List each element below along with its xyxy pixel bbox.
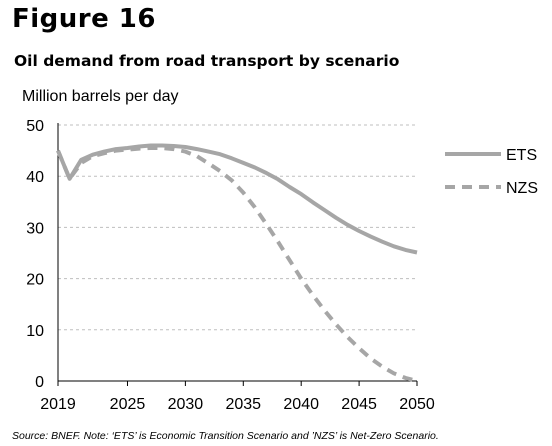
- x-tick-label: 2019: [40, 396, 76, 413]
- legend-label-nzs: NZS: [506, 180, 538, 197]
- y-tick-label: 40: [26, 169, 44, 186]
- series-line-nzs: [56, 146, 418, 383]
- x-tick-label: 2040: [283, 396, 319, 413]
- y-tick-label: 10: [26, 323, 44, 340]
- y-tick-label: 30: [26, 220, 44, 237]
- y-axis-ticks: 0 10 20 30 40 50: [26, 118, 44, 391]
- x-tick-label: 2045: [341, 396, 377, 413]
- legend: ETS NZS: [445, 147, 538, 197]
- x-axis-ticks: 2019 2025 2030 2035 2040 2045 2050: [40, 381, 435, 413]
- y-axis-unit-label: Million barrels per day: [22, 88, 179, 105]
- chart-title: Oil demand from road transport by scenar…: [14, 52, 400, 70]
- y-tick-label: 0: [35, 374, 44, 391]
- x-tick-label: 2025: [110, 396, 146, 413]
- series-lines: [56, 143, 418, 383]
- x-tick-label: 2030: [168, 396, 204, 413]
- legend-label-ets: ETS: [506, 147, 537, 164]
- y-tick-label: 20: [26, 272, 44, 289]
- x-tick-label: 2035: [225, 396, 261, 413]
- axes: [57, 123, 417, 382]
- series-line-ets: [56, 143, 418, 255]
- source-note: Source: BNEF. Note: ‘ETS’ is Economic Tr…: [12, 430, 439, 442]
- x-tick-label: 2050: [399, 396, 435, 413]
- y-tick-label: 50: [26, 118, 44, 135]
- figure-label: Figure 16: [12, 4, 156, 34]
- gridlines: [58, 124, 417, 331]
